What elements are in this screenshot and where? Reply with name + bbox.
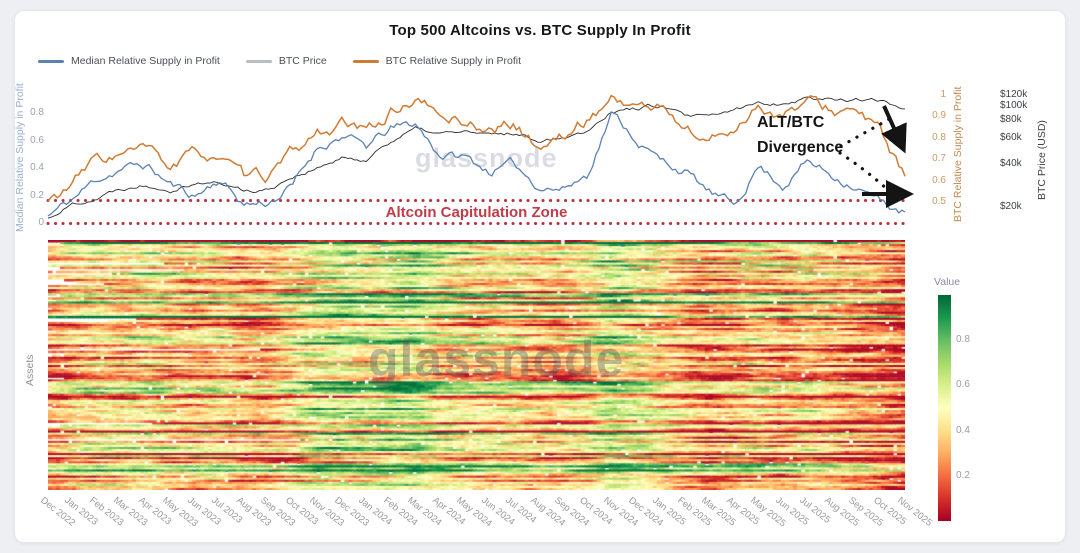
colorbar-tick: 0.6: [956, 379, 970, 391]
chart-legend: Median Relative Supply in Profit BTC Pri…: [38, 55, 521, 67]
right-supply-axis-label: BTC Relative Supply in Profit: [952, 86, 964, 222]
right-supply-axis-tick: 1: [940, 89, 946, 100]
right-supply-axis-tick: 0.5: [932, 196, 946, 207]
left-axis-tick: 0.4: [30, 162, 44, 173]
legend-label-median-supply: Median Relative Supply in Profit: [71, 55, 220, 67]
heatmap-assets-axis-label: Assets: [24, 354, 36, 386]
colorbar-tick: 0.8: [956, 334, 970, 346]
left-axis-tick: 0: [38, 217, 44, 228]
divergence-annotation: ALT/BTC Divergence: [757, 110, 843, 160]
colorbar-tick: 0.2: [956, 469, 970, 481]
right-supply-axis-tick: 0.8: [932, 131, 946, 143]
colorbar-title: Value: [934, 276, 961, 288]
legend-swatch-btc-supply: [352, 59, 379, 63]
legend-swatch-median-supply: [38, 59, 64, 63]
btc-price-axis-label: BTC Price (USD): [1036, 120, 1048, 200]
legend-item-median-supply[interactable]: Median Relative Supply in Profit: [38, 55, 220, 67]
legend-label-btc-price: BTC Price: [278, 55, 327, 67]
capitulation-zone-label: Altcoin Capitulation Zone: [385, 204, 568, 221]
left-axis-tick: 0.6: [30, 134, 44, 146]
legend-swatch-btc-price: [245, 59, 272, 63]
btc-price-axis-tick: $120k: [1000, 89, 1028, 100]
legend-label-btc-supply: BTC Relative Supply in Profit: [385, 55, 522, 67]
btc-price-axis-tick: $60k: [1000, 132, 1022, 144]
right-supply-axis-tick: 0.9: [932, 110, 946, 122]
btc-price-axis-tick: $20k: [1000, 200, 1022, 212]
glassnode-watermark-heatmap: glassnode: [368, 331, 625, 387]
btc-price-axis-tick: $40k: [1000, 157, 1022, 169]
legend-item-btc-supply[interactable]: BTC Relative Supply in Profit: [352, 55, 522, 67]
btc-price-axis-tick: $100k: [1000, 100, 1028, 112]
divergence-annotation-line1: ALT/BTC: [757, 114, 825, 131]
left-axis-tick: 0.8: [30, 107, 44, 118]
right-supply-axis-tick: 0.6: [932, 174, 946, 186]
glassnode-watermark-top: glassnode: [415, 143, 558, 173]
right-supply-axis-tick: 0.7: [932, 153, 946, 165]
divergence-annotation-line2: Divergence: [757, 139, 844, 156]
left-axis-tick: 0.2: [30, 189, 44, 201]
btc-price-axis-tick: $80k: [1000, 114, 1022, 126]
legend-item-btc-price[interactable]: BTC Price: [245, 55, 327, 67]
colorbar-tick: 0.4: [956, 424, 970, 436]
assets-heatmap[interactable]: [48, 240, 905, 490]
value-colorbar: [938, 295, 951, 521]
page-title: Top 500 Altcoins vs. BTC Supply In Profi…: [389, 22, 691, 39]
